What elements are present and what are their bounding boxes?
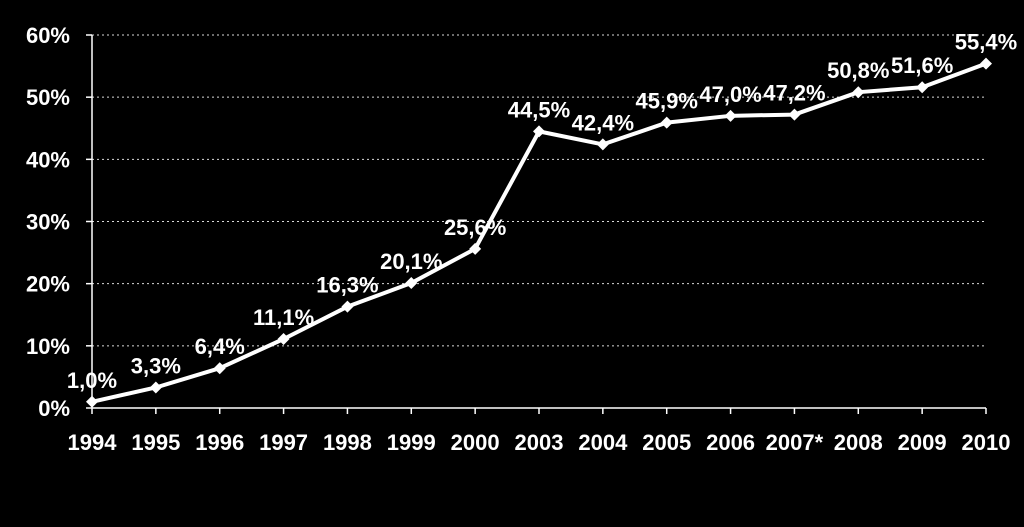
data-label: 51,6% — [891, 53, 953, 78]
x-tick-label: 1998 — [323, 430, 372, 455]
data-label: 11,1% — [253, 305, 314, 330]
data-label: 50,8% — [827, 58, 889, 83]
data-label: 47,2% — [763, 81, 825, 106]
x-tick-label: 1996 — [195, 430, 244, 455]
y-tick-label: 30% — [26, 210, 70, 235]
data-point-marker — [149, 381, 162, 394]
data-point-marker — [596, 138, 609, 151]
data-label: 16,3% — [316, 273, 378, 298]
y-tick-label: 60% — [26, 23, 70, 48]
data-point-marker — [469, 242, 482, 255]
data-label: 6,4% — [195, 334, 245, 359]
x-tick-label: 1995 — [131, 430, 180, 455]
y-tick-label: 40% — [26, 147, 70, 172]
x-tick-label: 2004 — [578, 430, 628, 455]
y-tick-label: 0% — [38, 396, 70, 421]
data-point-marker — [341, 300, 354, 313]
data-label: 1,0% — [67, 368, 117, 393]
data-point-marker — [660, 116, 673, 129]
data-point-marker — [405, 277, 418, 290]
data-label: 45,9% — [636, 89, 698, 114]
x-tick-label: 1997 — [259, 430, 308, 455]
y-tick-label: 20% — [26, 272, 70, 297]
data-point-marker — [852, 86, 865, 99]
gridlines — [92, 34, 986, 347]
data-label: 55,4% — [955, 30, 1017, 55]
x-tick-label: 1994 — [68, 430, 118, 455]
data-labels: 1,0% 3,3% 6,4% 11,1%16,3%20,1%25,6% 44,5%42,… — [67, 30, 1017, 393]
data-point-marker — [788, 108, 801, 121]
data-label: 47,0% — [699, 82, 761, 107]
x-tick-label: 2009 — [898, 430, 947, 455]
x-tick-label: 2003 — [515, 430, 564, 455]
data-point-marker — [213, 362, 226, 375]
x-tick-label: 2010 — [962, 430, 1011, 455]
data-label: 44,5% — [508, 97, 570, 122]
data-label: 25,6% — [444, 215, 506, 240]
x-tick-label: 2007* — [766, 430, 824, 455]
data-point-marker — [916, 81, 929, 94]
data-point-marker — [277, 332, 290, 345]
x-tick-label: 2005 — [642, 430, 691, 455]
data-label: 20,1% — [380, 249, 442, 274]
x-tick-label: 2006 — [706, 430, 755, 455]
data-point-marker — [724, 109, 737, 122]
series — [86, 57, 992, 408]
data-point-marker — [980, 57, 992, 70]
axes — [86, 34, 987, 414]
data-point-marker — [86, 395, 98, 408]
x-tick-label: 2008 — [834, 430, 883, 455]
x-axis-ticks: 1994 1995 1996 1997 1998 1999 2000 2003 2004 2005… — [68, 430, 1011, 455]
data-label: 3,3% — [131, 353, 181, 378]
data-label: 42,4% — [572, 110, 634, 135]
y-tick-label: 50% — [26, 85, 70, 110]
data-point-marker — [533, 125, 545, 138]
x-tick-label: 2000 — [451, 430, 500, 455]
y-tick-label: 10% — [26, 334, 70, 359]
y-axis-ticks: 0% 10% 20% 30% 40% 50% 60% — [26, 23, 70, 421]
x-tick-label: 1999 — [387, 430, 436, 455]
